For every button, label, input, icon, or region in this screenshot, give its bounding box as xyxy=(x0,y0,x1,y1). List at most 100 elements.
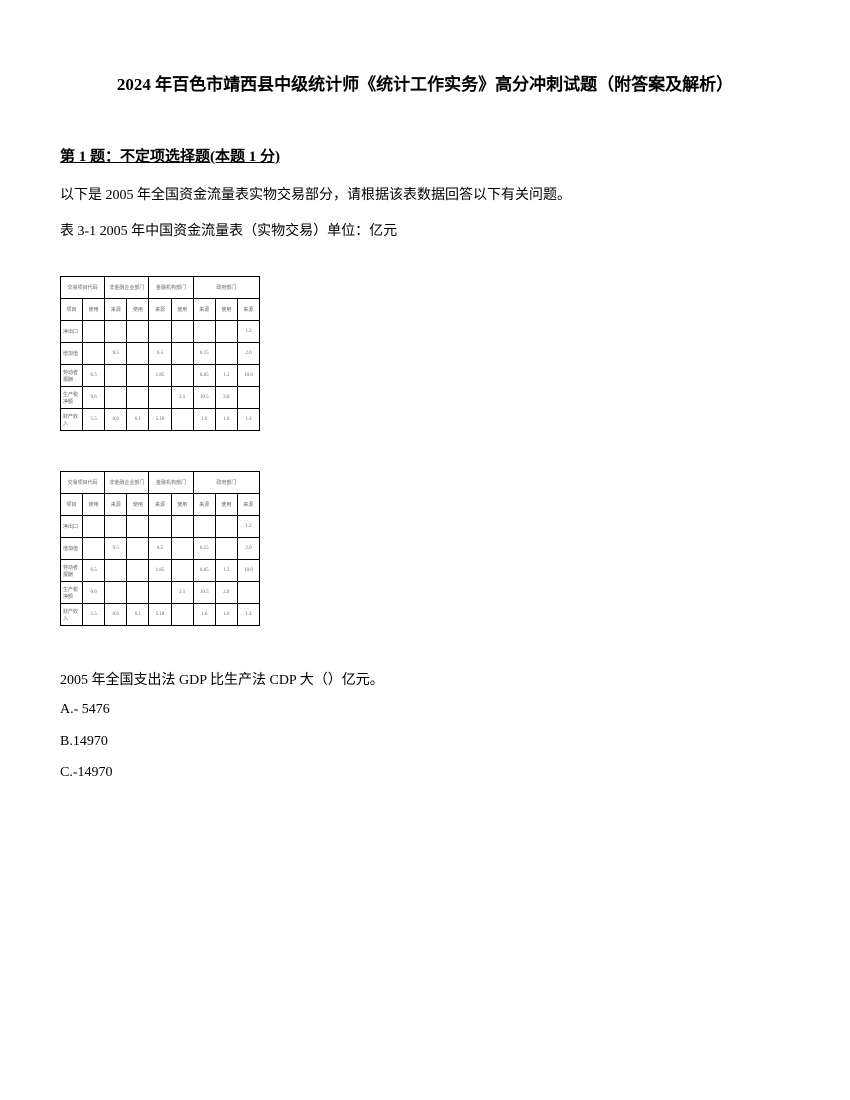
table-cell: 5.5 xyxy=(83,409,105,431)
table-cell: 5.18 xyxy=(149,409,171,431)
table-row-label: 财产收入 xyxy=(61,604,83,626)
table-cell xyxy=(215,321,237,343)
table-cell: 10.6 xyxy=(237,365,259,387)
table-cell: 2.0 xyxy=(237,343,259,365)
table-cell: 1.4 xyxy=(237,409,259,431)
table-cell: 1.4 xyxy=(237,604,259,626)
table-cell: 1.2 xyxy=(237,516,259,538)
table-header-cell: 使用 xyxy=(215,299,237,321)
table-cell: 6.5 xyxy=(83,560,105,582)
table-cell: 10.5 xyxy=(193,582,215,604)
table-cell xyxy=(127,560,149,582)
table-cell xyxy=(237,387,259,409)
table-cell: 2.1 xyxy=(171,387,193,409)
table-header-cell: 非金融企业部门 xyxy=(105,472,149,494)
table-cell xyxy=(149,321,171,343)
table-cell: 10.5 xyxy=(193,387,215,409)
table-cell: 0.6 xyxy=(105,604,127,626)
table-cell xyxy=(83,538,105,560)
table-header-cell: 交易项目代码 xyxy=(61,472,105,494)
table-cell: 0.85 xyxy=(193,560,215,582)
table-cell xyxy=(149,516,171,538)
table-cell xyxy=(171,604,193,626)
table-cell: 1.2 xyxy=(237,321,259,343)
table-header-cell: 来源 xyxy=(193,299,215,321)
table-header-cell: 使用 xyxy=(171,494,193,516)
table-header-cell: 使用 xyxy=(215,494,237,516)
table-header-cell: 使用 xyxy=(127,299,149,321)
table-cell xyxy=(171,409,193,431)
table-cell xyxy=(171,365,193,387)
table-cell xyxy=(105,516,127,538)
table-cell xyxy=(127,538,149,560)
answer-section: 2005 年全国支出法 GDP 比生产法 CDP 大（）亿元。 A.- 5476… xyxy=(60,666,790,788)
table-header-cell: 来源 xyxy=(149,494,171,516)
table-row-label: 增加值 xyxy=(61,538,83,560)
table-cell: 6.5 xyxy=(83,365,105,387)
table-caption: 表 3-1 2005 年中国资金流量表（实物交易）单位：亿元 xyxy=(60,218,790,246)
table-cell xyxy=(105,321,127,343)
table-cell xyxy=(215,516,237,538)
table-cell xyxy=(149,582,171,604)
table-cell: 6.15 xyxy=(193,538,215,560)
table-cell: 1.6 xyxy=(215,409,237,431)
table-cell: 5.5 xyxy=(83,604,105,626)
table-cell: 1.85 xyxy=(149,365,171,387)
table-header-cell: 项目 xyxy=(61,299,83,321)
table-cell xyxy=(171,321,193,343)
data-table-1: 交易项目代码 非金融企业部门 金融机构部门 政府部门 项目 使用 来源 使用 来… xyxy=(60,276,260,431)
table-cell xyxy=(171,516,193,538)
table-row-label: 劳动者报酬 xyxy=(61,560,83,582)
table-header-cell: 来源 xyxy=(149,299,171,321)
table-row-label: 增加值 xyxy=(61,343,83,365)
table-cell xyxy=(193,516,215,538)
table-header-cell: 非金融企业部门 xyxy=(105,277,149,299)
table-cell xyxy=(193,321,215,343)
table-cell: 9.5 xyxy=(105,538,127,560)
table-cell: 来源 xyxy=(105,494,127,516)
table-cell xyxy=(127,387,149,409)
table-cell xyxy=(127,365,149,387)
table-cell xyxy=(83,321,105,343)
table-cell: 2.1 xyxy=(171,582,193,604)
table-cell xyxy=(127,582,149,604)
table-cell: 1.2 xyxy=(215,560,237,582)
option-b: B.14970 xyxy=(60,727,790,756)
table-cell: 10.6 xyxy=(237,560,259,582)
table-header-cell: 交易项目代码 xyxy=(61,277,105,299)
table-header-cell: 使用 xyxy=(171,299,193,321)
table-cell: 1.6 xyxy=(215,604,237,626)
table-header-cell: 使用 xyxy=(127,494,149,516)
table-cell: 1.6 xyxy=(193,409,215,431)
table-row-label: 劳动者报酬 xyxy=(61,365,83,387)
table-cell xyxy=(83,343,105,365)
table-cell xyxy=(149,387,171,409)
table-row-label: 净出口 xyxy=(61,516,83,538)
table-1-container: 交易项目代码 非金融企业部门 金融机构部门 政府部门 项目 使用 来源 使用 来… xyxy=(60,276,260,431)
question-intro: 以下是 2005 年全国资金流量表实物交易部分，请根据该表数据回答以下有关问题。 xyxy=(60,182,790,210)
option-c: C.-14970 xyxy=(60,758,790,787)
table-cell xyxy=(237,582,259,604)
table-header-cell: 来源 xyxy=(105,299,127,321)
answer-question: 2005 年全国支出法 GDP 比生产法 CDP 大（）亿元。 xyxy=(60,666,790,695)
table-cell: 6.6 xyxy=(83,387,105,409)
table-cell: 6.1 xyxy=(127,604,149,626)
table-cell xyxy=(105,560,127,582)
option-a: A.- 5476 xyxy=(60,695,790,724)
table-cell: 2.8 xyxy=(215,582,237,604)
table-cell: 1.2 xyxy=(215,365,237,387)
page-title: 2024 年百色市靖西县中级统计师《统计工作实务》高分冲刺试题（附答案及解析） xyxy=(60,70,790,95)
table-cell xyxy=(83,516,105,538)
table-header-cell: 来源 xyxy=(237,299,259,321)
table-header-cell: 金融机构部门 xyxy=(149,277,193,299)
table-cell xyxy=(215,343,237,365)
table-cell: 5.18 xyxy=(149,604,171,626)
table-cell: 9.5 xyxy=(105,343,127,365)
table-cell xyxy=(127,343,149,365)
table-cell: 0.85 xyxy=(193,365,215,387)
table-cell xyxy=(105,365,127,387)
table-cell: 6.5 xyxy=(149,343,171,365)
table-cell: 6.15 xyxy=(193,343,215,365)
question-header: 第 1 题：不定项选择题(本题 1 分) xyxy=(60,145,790,166)
table-cell: 2.8 xyxy=(215,387,237,409)
